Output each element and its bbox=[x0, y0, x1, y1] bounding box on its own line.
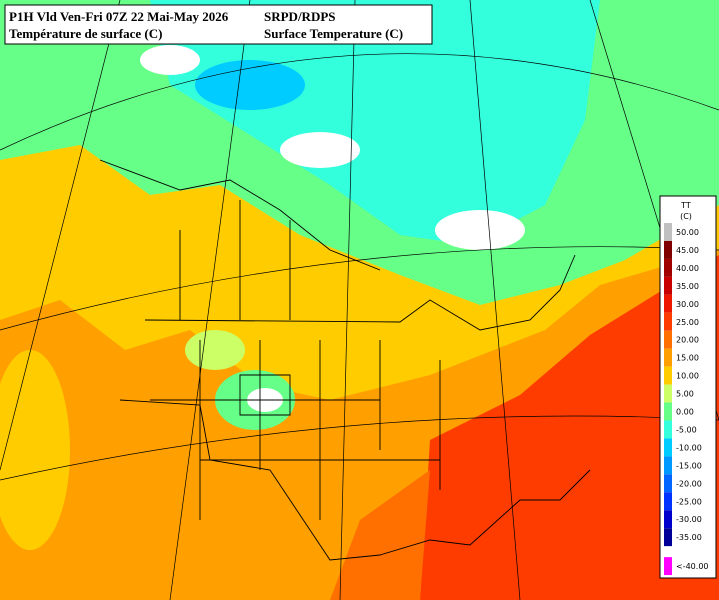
legend-label: 45.00 bbox=[676, 246, 699, 255]
header-text: P1H Vld Ven-Fri 07Z 22 Mai-May 2026 bbox=[9, 9, 229, 24]
field-yellow bbox=[0, 350, 70, 550]
legend-label: -10.00 bbox=[676, 443, 702, 452]
legend-label: 40.00 bbox=[676, 264, 699, 273]
legend-label: 35.00 bbox=[676, 282, 699, 291]
grid-line bbox=[339, 0, 356, 600]
legend-swatch bbox=[664, 438, 672, 457]
field-red bbox=[420, 255, 719, 600]
legend-swatch bbox=[664, 223, 672, 241]
grid-line bbox=[0, 53, 719, 151]
borders bbox=[99, 159, 591, 561]
legend-swatch bbox=[664, 528, 672, 547]
field-dark-orange bbox=[330, 470, 430, 600]
header-text: Surface Temperature (C) bbox=[264, 26, 403, 41]
field-white bbox=[140, 45, 200, 75]
legend-label: -35.00 bbox=[676, 533, 702, 542]
grid-line bbox=[0, 0, 121, 471]
legend-swatch bbox=[664, 474, 672, 493]
legend: TT (C) 50.00 45.00 40.00 35.00 30.00 25.00 20.… bbox=[659, 195, 717, 579]
legend-swatch bbox=[664, 348, 672, 367]
legend-swatch bbox=[664, 402, 672, 421]
border-line bbox=[144, 254, 576, 331]
legend-label: 0.00 bbox=[676, 408, 694, 417]
border-line bbox=[150, 340, 441, 520]
legend-label: 50.00 bbox=[676, 228, 699, 237]
field-white bbox=[280, 132, 360, 168]
legend-swatch bbox=[664, 240, 672, 259]
legend-label: -5.00 bbox=[676, 425, 697, 434]
legend-swatch bbox=[664, 456, 672, 475]
legend-title: TT bbox=[680, 201, 691, 210]
legend-label: 30.00 bbox=[676, 300, 699, 309]
legend-label: 15.00 bbox=[676, 354, 699, 363]
legend-label: -25.00 bbox=[676, 497, 702, 506]
legend-label: -30.00 bbox=[676, 515, 702, 524]
legend-label: -15.00 bbox=[676, 461, 702, 470]
legend-label: 10.00 bbox=[676, 372, 699, 381]
border-line bbox=[119, 399, 591, 561]
grid-line bbox=[469, 0, 521, 600]
header: P1H Vld Ven-Fri 07Z 22 Mai-May 2026 Temp… bbox=[4, 4, 433, 45]
legend-label: -20.00 bbox=[676, 479, 702, 488]
legend-swatch bbox=[664, 557, 672, 576]
legend-swatch bbox=[664, 420, 672, 439]
header-text: SRPD/RDPS bbox=[264, 9, 336, 24]
field-yellow-green bbox=[185, 330, 245, 370]
legend-swatch bbox=[664, 258, 672, 277]
legend-swatch bbox=[664, 492, 672, 511]
grid-line bbox=[169, 0, 251, 600]
header-text: Température de surface (C) bbox=[9, 26, 162, 41]
field-blue bbox=[195, 60, 305, 110]
legend-swatch bbox=[664, 312, 672, 331]
legend-swatch bbox=[664, 294, 672, 313]
border-line bbox=[99, 159, 381, 320]
border-line bbox=[239, 374, 291, 416]
legend-swatch bbox=[664, 276, 672, 295]
legend-label: 5.00 bbox=[676, 390, 694, 399]
legend-unit: (C) bbox=[680, 212, 692, 221]
header-box bbox=[4, 4, 433, 45]
legend-label: <-40.00 bbox=[676, 562, 709, 571]
legend-label: 20.00 bbox=[676, 336, 699, 345]
grid-line bbox=[0, 246, 719, 331]
legend-swatch bbox=[664, 384, 672, 403]
legend-swatch bbox=[664, 510, 672, 529]
legend-swatch bbox=[664, 366, 672, 385]
legend-swatch bbox=[664, 330, 672, 349]
legend-label: 25.00 bbox=[676, 318, 699, 327]
grid-line bbox=[0, 415, 719, 481]
field-white bbox=[435, 210, 525, 250]
